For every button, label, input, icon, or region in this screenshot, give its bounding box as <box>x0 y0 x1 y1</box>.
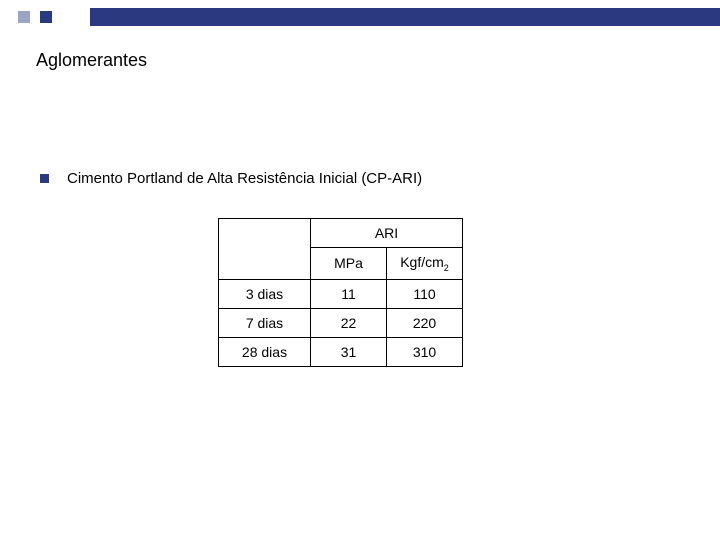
table-row: 7 dias 22 220 <box>219 308 463 337</box>
unit-base: Kgf/cm <box>400 254 444 270</box>
cell-mpa: 22 <box>311 308 387 337</box>
table-header-unit: MPa <box>311 248 387 280</box>
banner-squares <box>0 0 90 34</box>
unit-sub: 2 <box>444 263 449 273</box>
page-title: Aglomerantes <box>36 50 147 71</box>
table-row: 28 dias 31 310 <box>219 337 463 366</box>
cell-age: 3 dias <box>219 279 311 308</box>
banner-square-icon <box>40 11 52 23</box>
table-header-unit: Kgf/cm2 <box>387 248 463 280</box>
cell-age: 28 dias <box>219 337 311 366</box>
cell-kgfcm2: 220 <box>387 308 463 337</box>
banner-square-icon <box>18 11 30 23</box>
table-corner-cell <box>219 219 311 280</box>
cell-kgfcm2: 110 <box>387 279 463 308</box>
bullet-text: Cimento Portland de Alta Resistência Ini… <box>67 170 422 187</box>
table-header-group: ARI <box>311 219 463 248</box>
banner-bar <box>90 8 720 26</box>
cell-mpa: 31 <box>311 337 387 366</box>
bullet-item: Cimento Portland de Alta Resistência Ini… <box>40 170 680 187</box>
cell-age: 7 dias <box>219 308 311 337</box>
square-bullet-icon <box>40 174 49 183</box>
cell-kgfcm2: 310 <box>387 337 463 366</box>
top-banner <box>0 0 720 34</box>
table-row: 3 dias 11 110 <box>219 279 463 308</box>
cell-mpa: 11 <box>311 279 387 308</box>
strength-table: ARI MPa Kgf/cm2 3 dias 11 110 7 dias 22 … <box>218 218 463 367</box>
